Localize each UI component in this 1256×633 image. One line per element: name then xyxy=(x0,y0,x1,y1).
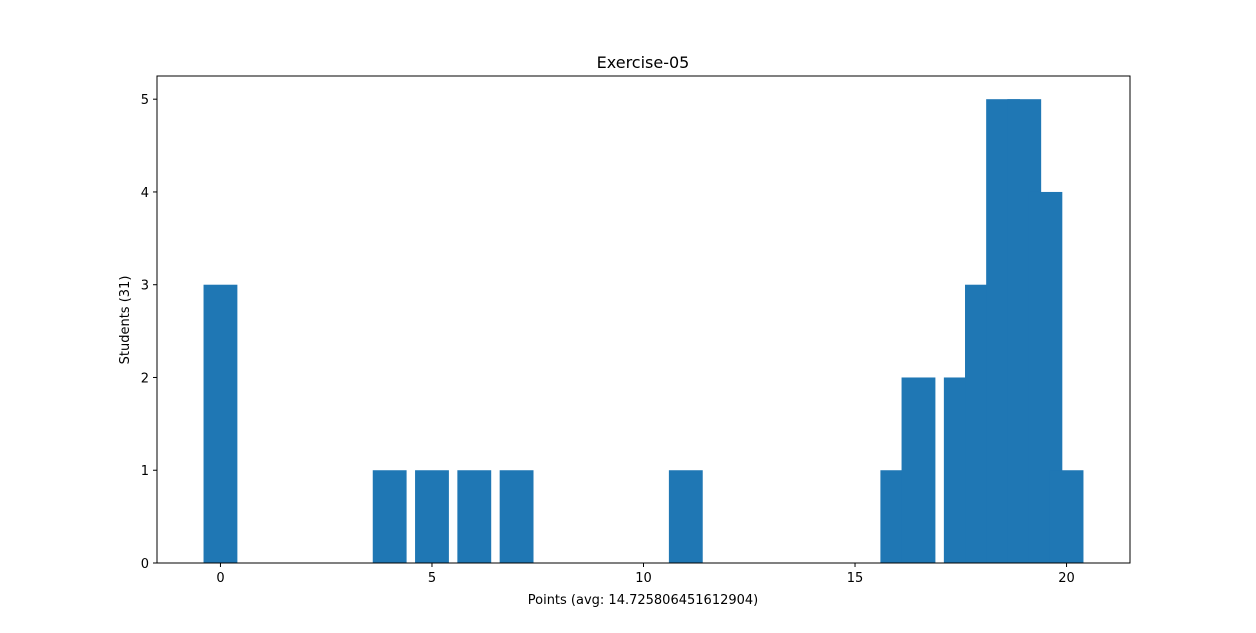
bar-2 xyxy=(415,470,449,563)
y-ticks-group: 0 1 2 3 4 5 xyxy=(141,93,157,572)
y-axis-label: Students (31) xyxy=(118,276,133,365)
y-tick-label-4: 4 xyxy=(141,186,149,201)
y-tick-label-0: 0 xyxy=(141,557,149,572)
bars-group xyxy=(203,99,1084,563)
x-tick-label-2: 10 xyxy=(635,571,652,586)
x-tick-label-0: 0 xyxy=(216,571,224,586)
bar-5 xyxy=(668,470,703,563)
bar-0 xyxy=(203,284,238,563)
x-ticks-group: 0 5 10 15 20 xyxy=(216,563,1075,586)
bar-7 xyxy=(901,377,936,563)
x-tick-label-4: 20 xyxy=(1058,571,1075,586)
x-axis-label: Points (avg: 14.725806451612904) xyxy=(528,593,759,608)
x-tick-label-3: 15 xyxy=(847,571,864,586)
chart-title: Exercise-05 xyxy=(597,53,690,72)
plot-frame xyxy=(156,75,1131,564)
bar-1 xyxy=(372,470,407,563)
y-tick-label-3: 3 xyxy=(141,279,149,294)
y-tick-label-5: 5 xyxy=(141,93,149,108)
bar-3 xyxy=(457,470,492,563)
y-tick-label-1: 1 xyxy=(141,464,149,479)
bar-4 xyxy=(499,470,534,563)
bar-13 xyxy=(1049,470,1084,563)
x-tick-label-1: 5 xyxy=(428,571,436,586)
y-tick-label-2: 2 xyxy=(141,371,149,386)
